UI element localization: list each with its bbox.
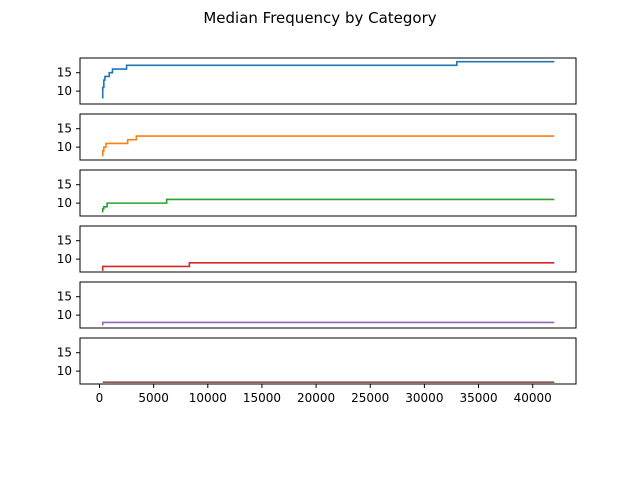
x-tick-label-8: 35000 — [459, 391, 497, 405]
x-tick-label-9: 40000 — [514, 391, 552, 405]
x-tick-label-4: 15000 — [243, 391, 281, 405]
y-tick-label-2-1: 10 — [57, 140, 72, 154]
series-line-4 — [101, 262, 555, 271]
series-line-2 — [101, 135, 555, 157]
axes-frame-2 — [79, 113, 577, 161]
x-tick-label-3: 10000 — [189, 391, 227, 405]
x-tick-label-6: 25000 — [351, 391, 389, 405]
series-line-3 — [101, 198, 555, 213]
y-tick-label-3-1: 10 — [57, 196, 72, 210]
chart-title: Median Frequency by Category — [203, 9, 436, 27]
y-tick-label-6-1: 10 — [57, 364, 72, 378]
axes-frame-3 — [79, 169, 577, 217]
y-tick-label-2-2: 15 — [57, 122, 72, 136]
x-tick-label-5: 20000 — [297, 391, 335, 405]
axes-frame-4 — [79, 225, 577, 273]
y-tick-label-1-1: 10 — [57, 84, 72, 98]
axes-frame-6 — [79, 337, 577, 385]
y-tick-label-5-1: 10 — [57, 308, 72, 322]
axes-frame-5 — [79, 281, 577, 329]
x-tick-label-1: 0 — [96, 391, 104, 405]
y-tick-label-4-1: 10 — [57, 252, 72, 266]
y-tick-label-6-2: 15 — [57, 346, 72, 360]
y-tick-label-3-2: 15 — [57, 178, 72, 192]
x-tick-label-7: 30000 — [405, 391, 443, 405]
y-tick-label-5-2: 15 — [57, 290, 72, 304]
x-tick-label-2: 5000 — [138, 391, 169, 405]
y-tick-label-4-2: 15 — [57, 234, 72, 248]
y-tick-label-1-2: 15 — [57, 66, 72, 80]
series-line-1 — [101, 60, 555, 99]
series-line-5 — [101, 321, 555, 326]
axes-frame-1 — [79, 57, 577, 105]
